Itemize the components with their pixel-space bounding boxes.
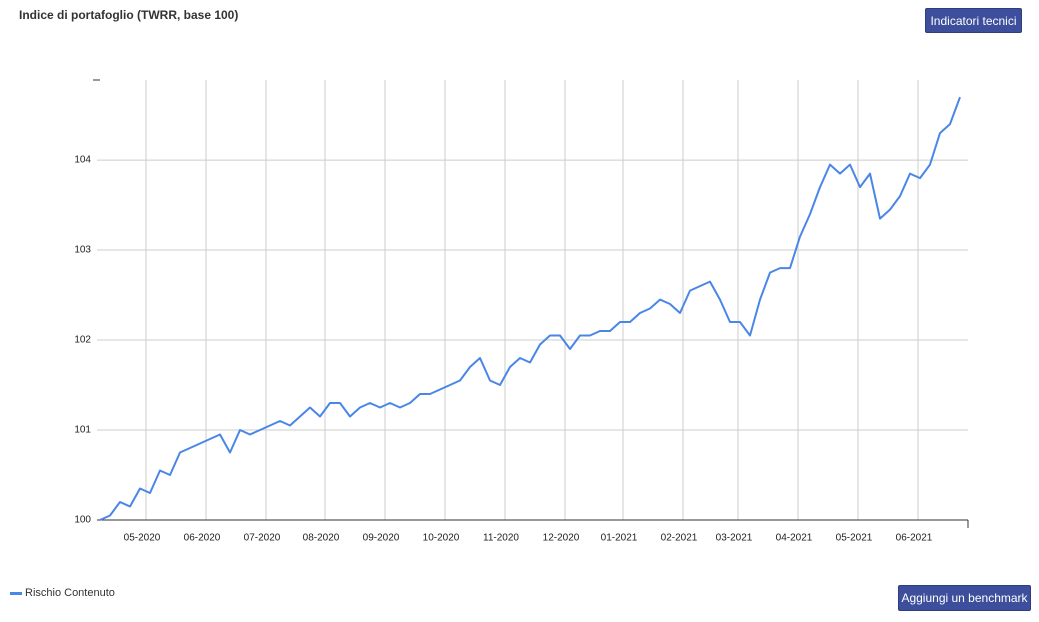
chart-title: Indice di portafoglio (TWRR, base 100) [19, 8, 239, 22]
y-tick-label: 104 [74, 155, 91, 166]
x-tick-label: 08-2020 [303, 533, 340, 544]
benchmark-button[interactable]: Aggiungi un benchmark [898, 585, 1031, 611]
indicators-button[interactable]: Indicatori tecnici [925, 8, 1022, 33]
legend-swatch [10, 591, 22, 595]
x-tick-label: 06-2020 [184, 533, 221, 544]
x-tick-label: 04-2021 [776, 533, 813, 544]
x-tick-label: 07-2020 [244, 533, 281, 544]
y-tick-label: 101 [74, 425, 91, 436]
y-tick-label: 102 [74, 335, 91, 346]
x-tick-label: 12-2020 [543, 533, 580, 544]
x-tick-label: 11-2020 [483, 533, 519, 544]
x-tick-label: 05-2021 [836, 533, 873, 544]
x-tick-label: 03-2021 [716, 533, 753, 544]
x-tick-label: 02-2021 [661, 533, 698, 544]
y-tick-label: 100 [74, 515, 91, 526]
x-tick-label: 10-2020 [423, 533, 460, 544]
x-tick-label: 09-2020 [363, 533, 400, 544]
x-tick-label: 05-2020 [124, 533, 161, 544]
x-tick-label: 01-2021 [601, 533, 638, 544]
series-line [99, 96, 961, 521]
y-tick-label: 103 [74, 245, 91, 256]
legend-label: Rischio Contenuto [25, 587, 115, 599]
legend: Rischio Contenuto [10, 587, 115, 599]
x-tick-label: 06-2021 [896, 533, 933, 544]
